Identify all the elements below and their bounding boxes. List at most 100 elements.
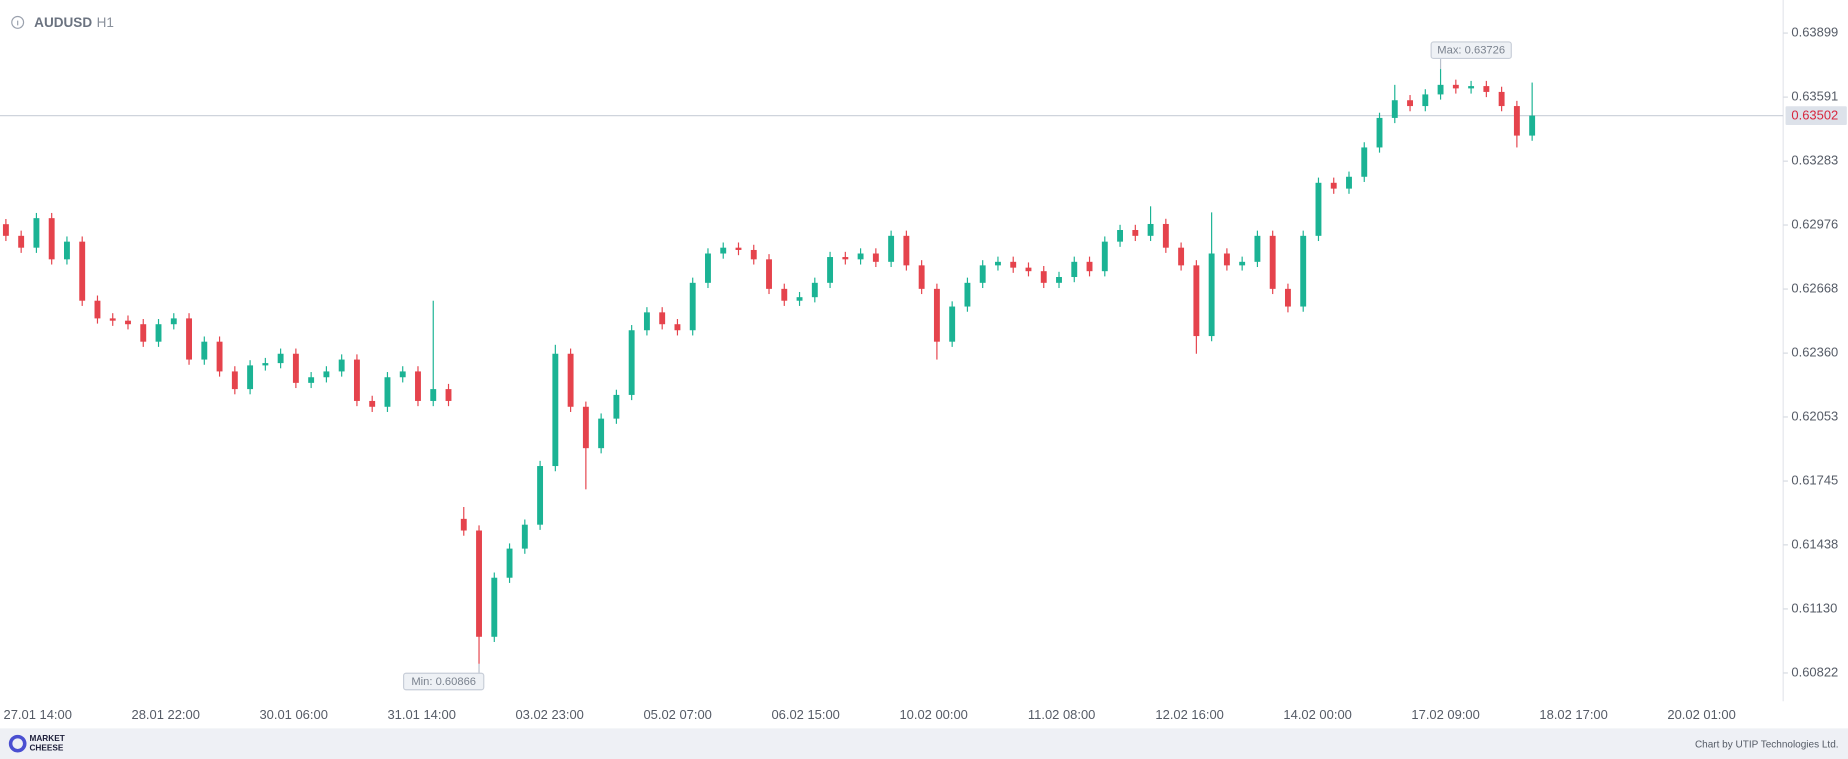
x-tick-label: 14.02 00:00 — [1283, 707, 1351, 722]
y-tick-label: 0.63899 — [1791, 24, 1838, 39]
candle-body — [537, 466, 544, 525]
candle-body — [1025, 267, 1032, 272]
annotation-label: Max: 0.63726 — [1437, 45, 1505, 57]
candle-body — [1300, 235, 1307, 307]
candle-body — [79, 241, 86, 301]
x-tick-label: 03.02 23:00 — [515, 707, 583, 722]
candle-body — [2, 224, 9, 236]
candle-body — [598, 418, 605, 449]
candle-body — [415, 371, 421, 401]
candle-body — [888, 235, 895, 262]
y-tick-label: 0.63591 — [1791, 89, 1838, 104]
candle-body — [582, 406, 589, 449]
candle-body — [750, 249, 757, 260]
candle-body — [1483, 86, 1490, 92]
candle-body — [384, 377, 391, 407]
candle-body — [262, 363, 269, 366]
candle-body — [1529, 115, 1536, 136]
x-tick-label: 17.02 09:00 — [1411, 707, 1479, 722]
candle-body — [140, 324, 147, 342]
candle-body — [811, 282, 818, 298]
candle-body — [567, 353, 574, 407]
x-tick-label: 20.02 01:00 — [1667, 707, 1735, 722]
candle-body — [689, 282, 696, 331]
x-tick-label: 28.01 22:00 — [131, 707, 199, 722]
y-tick-label: 0.62976 — [1791, 216, 1838, 231]
candle-body — [1407, 100, 1413, 107]
y-tick-label: 0.61130 — [1791, 600, 1837, 615]
candle-body — [186, 318, 192, 360]
x-tick-label: 27.01 14:00 — [3, 707, 71, 722]
y-tick-label: 0.62053 — [1791, 408, 1838, 423]
candle-body — [1132, 230, 1139, 236]
candle-body — [628, 330, 635, 395]
candle-body — [1315, 182, 1322, 236]
footer-bar — [0, 728, 1848, 759]
x-tick-label: 11.02 08:00 — [1028, 707, 1095, 722]
candle-body — [674, 324, 681, 331]
candle-body — [964, 282, 971, 307]
candle-body — [1239, 261, 1246, 266]
candle-body — [201, 341, 208, 360]
candle-body — [613, 394, 620, 419]
candle-body — [48, 218, 55, 260]
candle-body — [995, 261, 1001, 266]
candle-body — [552, 353, 559, 467]
candle-body — [109, 318, 116, 321]
candle-body — [125, 320, 131, 325]
annotation-box — [403, 672, 485, 691]
candle-body — [323, 371, 330, 378]
candle-body — [170, 318, 177, 325]
candle-body — [1437, 84, 1444, 95]
candle-body — [33, 218, 40, 248]
candle-body — [933, 288, 940, 342]
candle-body — [766, 259, 772, 289]
candle-body — [1208, 253, 1215, 337]
candle-body — [659, 312, 666, 325]
candle-body — [1498, 91, 1505, 107]
candle-body — [1117, 230, 1124, 242]
candle-body — [735, 247, 742, 250]
candle-body — [1071, 261, 1078, 278]
candle-body — [94, 300, 101, 319]
candle-body — [155, 324, 162, 342]
x-tick-label: 10.02 00:00 — [899, 707, 967, 722]
candle-body — [506, 548, 513, 578]
last-price-box — [1785, 106, 1847, 126]
credit: Chart by UTIP Technologies Ltd. — [1695, 739, 1839, 750]
info-icon[interactable] — [11, 15, 25, 29]
candle-body — [1086, 261, 1093, 272]
candle-body — [1422, 94, 1429, 107]
candle-body — [399, 371, 406, 378]
candle-body — [918, 265, 925, 289]
candle-body — [1178, 247, 1185, 266]
candle-body — [353, 359, 360, 401]
candle-body — [1346, 176, 1352, 189]
x-tick-label: 30.01 06:00 — [259, 707, 327, 722]
candle-body — [903, 235, 910, 266]
y-tick-label: 0.61438 — [1791, 536, 1838, 551]
candle-body — [1284, 288, 1291, 307]
candle-body — [872, 253, 879, 262]
candle-body — [292, 353, 299, 383]
y-tick-label: 0.60822 — [1791, 664, 1838, 679]
x-tick-label: 18.02 17:00 — [1539, 707, 1607, 722]
logo-text: MARKET — [29, 734, 64, 743]
x-tick-label: 12.02 16:00 — [1155, 707, 1223, 722]
candle-body — [979, 265, 986, 283]
candle-body — [1269, 235, 1276, 289]
x-tick-label: 06.02 15:00 — [771, 707, 839, 722]
x-tick-label: 05.02 07:00 — [643, 707, 711, 722]
candle-body — [1513, 106, 1520, 136]
logo-icon — [8, 734, 27, 753]
candle-body — [643, 312, 650, 331]
candle-body — [445, 389, 452, 401]
candle-body — [369, 400, 376, 407]
candle-body — [430, 389, 437, 401]
timeframe: H1 — [97, 15, 114, 30]
candle-body — [247, 365, 254, 390]
candle-body — [476, 530, 482, 637]
